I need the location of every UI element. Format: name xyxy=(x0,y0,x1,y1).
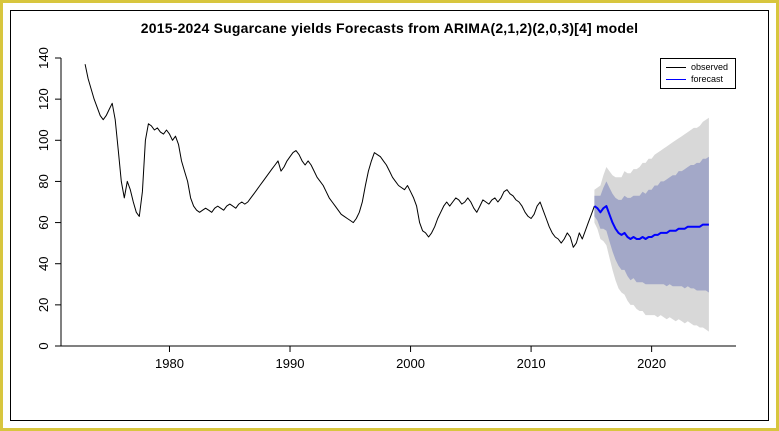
chart-title: 2015-2024 Sugarcane yields Forecasts fro… xyxy=(140,20,639,36)
series-forecast-line xyxy=(593,205,709,240)
chart-canvas: 1980 1990 2000 2010 2020 0 20 40 60 80 100 120 140 xyxy=(36,47,736,371)
y-tick-label: 40 xyxy=(36,256,51,270)
x-tick-label: 1990 xyxy=(276,356,305,371)
y-tick-label: 0 xyxy=(36,342,51,349)
y-tick-label: 100 xyxy=(36,129,51,151)
x-tick-label: 2020 xyxy=(637,356,666,371)
x-tick-label: 2010 xyxy=(517,356,546,371)
band-80-percent-interval xyxy=(594,156,709,293)
x-tick-label: 1980 xyxy=(155,356,184,371)
legend-label-observed: observed xyxy=(690,62,728,72)
series-observed-line xyxy=(84,64,595,248)
legend-item-forecast: forecast xyxy=(665,73,728,85)
forecast-line-sample-icon xyxy=(665,78,686,80)
y-tick-label: 60 xyxy=(36,215,51,229)
y-tick-label: 80 xyxy=(36,174,51,188)
y-tick-label: 20 xyxy=(36,298,51,312)
y-tick-label: 120 xyxy=(36,88,51,110)
legend-label-forecast: forecast xyxy=(690,74,723,84)
chart-area: 1980 1990 2000 2010 2020 0 20 40 60 80 100 120 140 o… xyxy=(11,44,768,418)
observed-line-sample-icon xyxy=(665,66,686,68)
legend-item-observed: observed xyxy=(665,61,728,73)
inner-frame: 2015-2024 Sugarcane yields Forecasts fro… xyxy=(10,10,769,421)
legend-box: observed forecast xyxy=(659,58,736,89)
x-tick-label: 2000 xyxy=(396,356,425,371)
y-tick-label: 140 xyxy=(36,47,51,69)
